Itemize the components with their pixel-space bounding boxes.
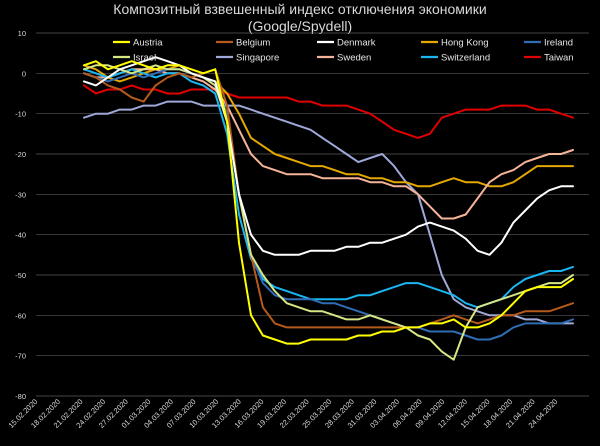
legend-label-ireland: Ireland	[544, 38, 573, 49]
y-tick-label: -10	[15, 110, 26, 119]
legend-label-sweden: Sweden	[337, 53, 371, 64]
legend-label-switzerland: Switzerland	[441, 53, 490, 64]
legend-label-israel: Israel	[133, 53, 156, 64]
legend-label-denmark: Denmark	[337, 38, 376, 49]
series-line-singapore	[83, 100, 574, 325]
series-lines	[83, 56, 574, 361]
y-tick-label: 0	[22, 69, 26, 78]
y-tick-label: -40	[15, 231, 26, 240]
series-line-denmark	[83, 56, 574, 256]
y-tick-label: -60	[15, 311, 26, 320]
series-line-ireland	[83, 68, 574, 341]
legend-label-hong-kong: Hong Kong	[441, 38, 489, 49]
series-line-israel	[83, 64, 574, 361]
y-tick-label: -70	[15, 352, 26, 361]
legend: Austria Belgium Denmark Hong Kong Ireland Isr…	[113, 38, 574, 64]
y-tick-label: -80	[15, 392, 26, 401]
y-tick-label: 10	[18, 29, 26, 38]
series-line-belgium	[83, 68, 574, 329]
y-tick-label: -50	[15, 271, 26, 280]
legend-label-singapore: Singapore	[236, 53, 279, 64]
grid	[36, 32, 589, 397]
legend-label-austria: Austria	[133, 38, 163, 49]
legend-label-belgium: Belgium	[236, 38, 270, 49]
chart-title-line-2: (Google/Spydell)	[248, 18, 352, 34]
series-line-austria	[83, 60, 574, 345]
y-tick-label: -30	[15, 190, 26, 199]
y-axis-tick-labels: 10 0 -10 -20 -30 -40 -50 -60 -70 -80	[15, 29, 26, 401]
chart-title-line-1: Композитный взвешенный индекс отключения…	[113, 1, 486, 17]
series-line-sweden	[83, 68, 574, 220]
series-line-taiwan	[83, 84, 574, 139]
y-tick-label: -20	[15, 150, 26, 159]
legend-label-taiwan: Taiwan	[544, 53, 574, 64]
